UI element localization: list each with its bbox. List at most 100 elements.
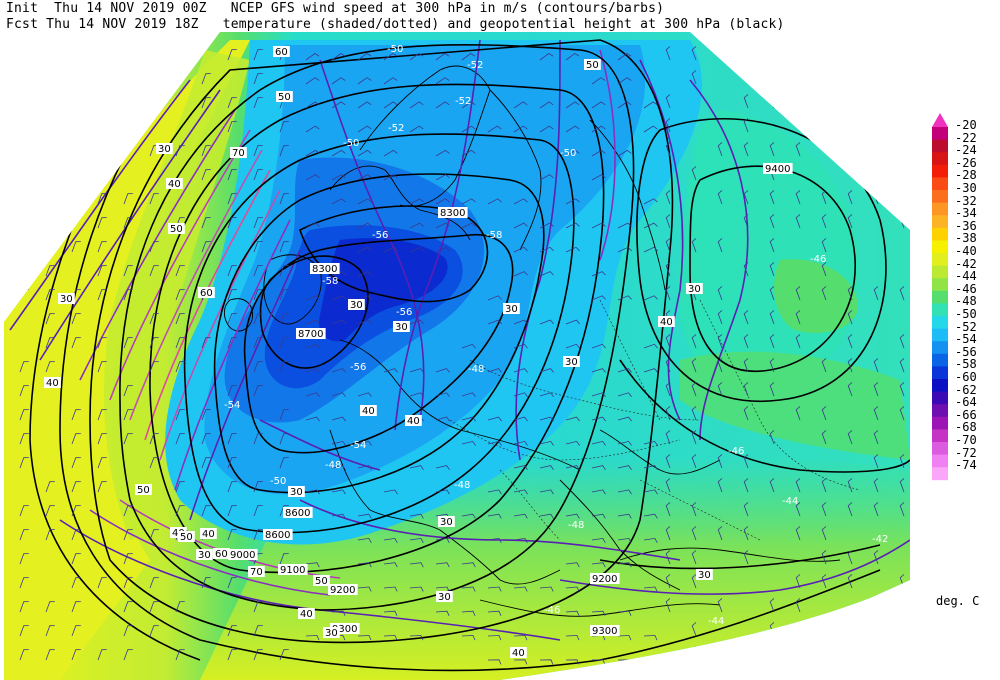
colorbar <box>932 113 948 481</box>
wind-barb <box>71 577 81 589</box>
wind-barb <box>227 625 237 637</box>
height-label-bg <box>438 207 468 218</box>
wind-barb <box>175 433 185 445</box>
wind-label-bg <box>510 647 527 658</box>
wind-barb <box>643 586 658 592</box>
wind-barb <box>331 513 346 519</box>
wind-barb <box>435 198 450 205</box>
wind-barb <box>45 625 55 637</box>
wind-barb <box>873 502 879 517</box>
wind-barb <box>665 358 671 373</box>
colorbar-tick-label: -72 <box>955 445 977 460</box>
wind-barb <box>97 121 107 133</box>
wind-barb <box>795 94 801 109</box>
wind-barb <box>19 73 29 85</box>
wind-label-bg <box>230 147 247 158</box>
wind-barb <box>665 46 671 61</box>
wind-barb <box>149 577 159 589</box>
wind-barb <box>331 53 346 61</box>
colorbar-tick-label: -54 <box>955 332 977 347</box>
wind-barb <box>71 97 81 109</box>
wind-barb <box>45 145 55 157</box>
wind-barb <box>743 190 749 205</box>
wind-barb <box>513 125 528 133</box>
wind-label: 30 <box>565 357 578 368</box>
wind-barb <box>591 489 606 495</box>
wind-barb <box>331 77 346 85</box>
wind-label: 30 <box>198 550 211 561</box>
wind-barb <box>769 310 775 325</box>
wind-barb <box>279 457 289 469</box>
wind-barb <box>97 193 107 205</box>
wind-barb <box>201 433 211 445</box>
wind-barb <box>435 174 450 181</box>
wind-barb <box>769 286 775 301</box>
wind-barb <box>565 562 580 568</box>
wind-barb <box>717 382 723 397</box>
wind-barb <box>175 505 185 517</box>
wind-barb <box>691 454 697 469</box>
wind-barb <box>253 49 263 61</box>
wind-barb <box>227 385 237 397</box>
height-label: 9400 <box>765 164 790 175</box>
wind-barb <box>175 361 185 373</box>
wind-barb <box>97 361 107 373</box>
wind-barb <box>565 416 580 422</box>
wind-label-bg <box>44 377 61 388</box>
wind-barb <box>19 601 29 613</box>
wind-barb <box>331 368 346 373</box>
colorbar-tick-label: -58 <box>955 357 977 372</box>
wind-barb <box>691 622 697 637</box>
wind-barb <box>795 406 801 421</box>
wind-barb <box>123 49 133 61</box>
wind-barb <box>149 97 159 109</box>
wind-barb <box>899 190 905 205</box>
wind-barb <box>539 53 554 61</box>
wind-barb <box>665 550 671 565</box>
wind-barb <box>357 537 372 543</box>
wind-barb <box>617 53 632 61</box>
colorbar-tick-label: -44 <box>955 269 977 284</box>
wind-barb <box>149 601 159 613</box>
wind-barb <box>279 409 289 421</box>
wind-barb <box>383 149 398 157</box>
wind-barb <box>665 382 671 397</box>
wind-barb <box>821 502 827 517</box>
wind-barb <box>565 319 580 325</box>
colorbar-swatch <box>932 442 948 455</box>
wind-barb <box>227 49 237 61</box>
wind-barb <box>717 142 723 157</box>
wind-label-bg <box>658 316 675 327</box>
wind-barb <box>565 53 580 61</box>
wind-barb <box>643 198 658 205</box>
wind-barb <box>665 214 671 229</box>
wind-barb <box>305 295 320 301</box>
wind-barb <box>617 537 632 543</box>
wind-barb <box>643 125 658 133</box>
wind-barb <box>617 392 632 398</box>
wind-barb <box>19 385 29 397</box>
height-label: 9000 <box>230 550 255 561</box>
wind-barb <box>383 537 398 543</box>
wind-barb <box>591 222 606 229</box>
wind-barb <box>643 440 658 446</box>
colorbar-tick-label: -40 <box>955 244 977 258</box>
colorbar-swatch <box>932 215 948 229</box>
wind-label-bg <box>198 287 215 298</box>
wind-barb <box>19 553 29 565</box>
wind-barb <box>487 513 502 519</box>
colorbar-swatch <box>932 152 948 166</box>
wind-barb <box>591 465 606 471</box>
wind-label-bg <box>436 591 453 602</box>
wind-barb <box>201 337 211 349</box>
temp-label: -56 <box>396 307 412 318</box>
wind-barb <box>123 409 133 421</box>
wind-barb <box>565 659 580 665</box>
wind-barb <box>383 77 398 85</box>
wind-barb <box>409 586 424 592</box>
wind-barb <box>331 610 346 616</box>
wind-barb <box>331 149 346 157</box>
wind-barb <box>487 610 502 616</box>
wind-barb <box>847 142 853 157</box>
wind-barb <box>357 198 372 205</box>
